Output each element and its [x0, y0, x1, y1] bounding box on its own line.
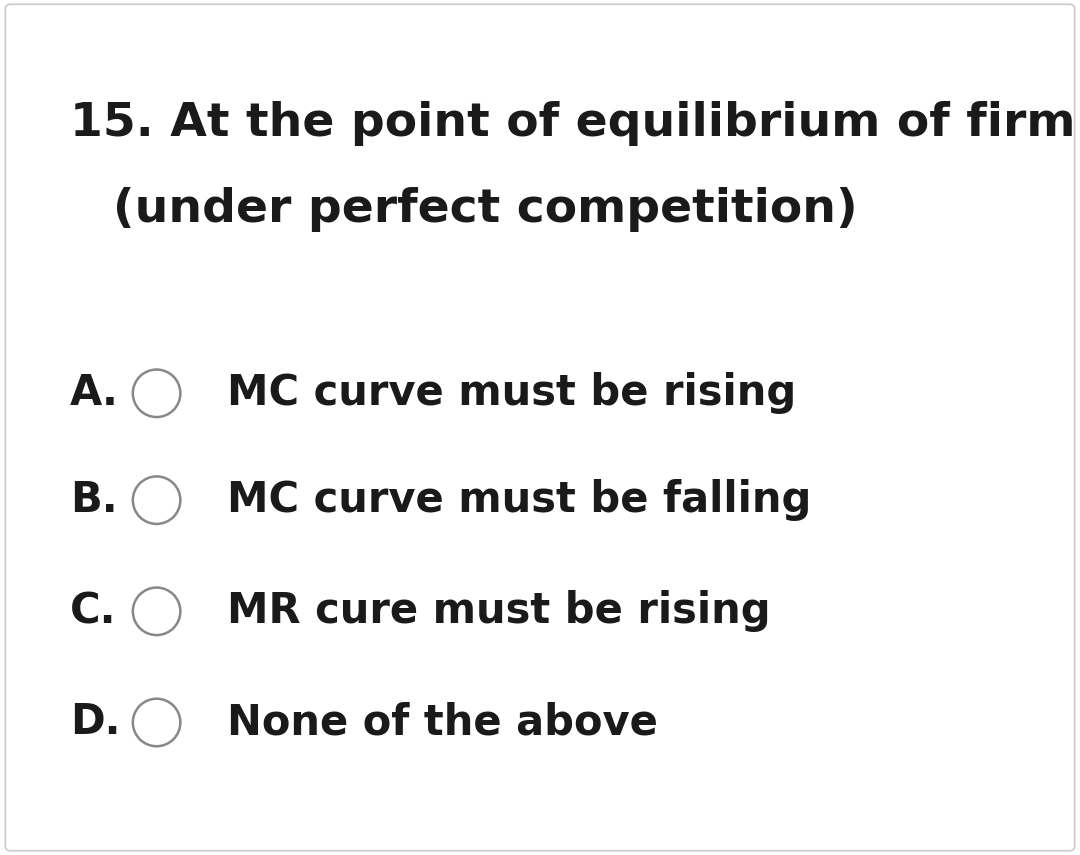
Text: A.: A. — [70, 372, 119, 415]
Text: MC curve must be rising: MC curve must be rising — [227, 372, 796, 415]
Text: None of the above: None of the above — [227, 701, 658, 744]
Text: MR cure must be rising: MR cure must be rising — [227, 590, 770, 633]
Text: C.: C. — [70, 590, 117, 633]
Ellipse shape — [133, 699, 180, 746]
Ellipse shape — [133, 587, 180, 635]
Text: MC curve must be falling: MC curve must be falling — [227, 479, 811, 522]
Text: 15. At the point of equilibrium of firm: 15. At the point of equilibrium of firm — [70, 102, 1076, 146]
FancyBboxPatch shape — [5, 4, 1075, 851]
Text: D.: D. — [70, 701, 121, 744]
Text: B.: B. — [70, 479, 118, 522]
Ellipse shape — [133, 369, 180, 417]
Ellipse shape — [133, 476, 180, 524]
Text: (under perfect competition): (under perfect competition) — [113, 187, 858, 232]
